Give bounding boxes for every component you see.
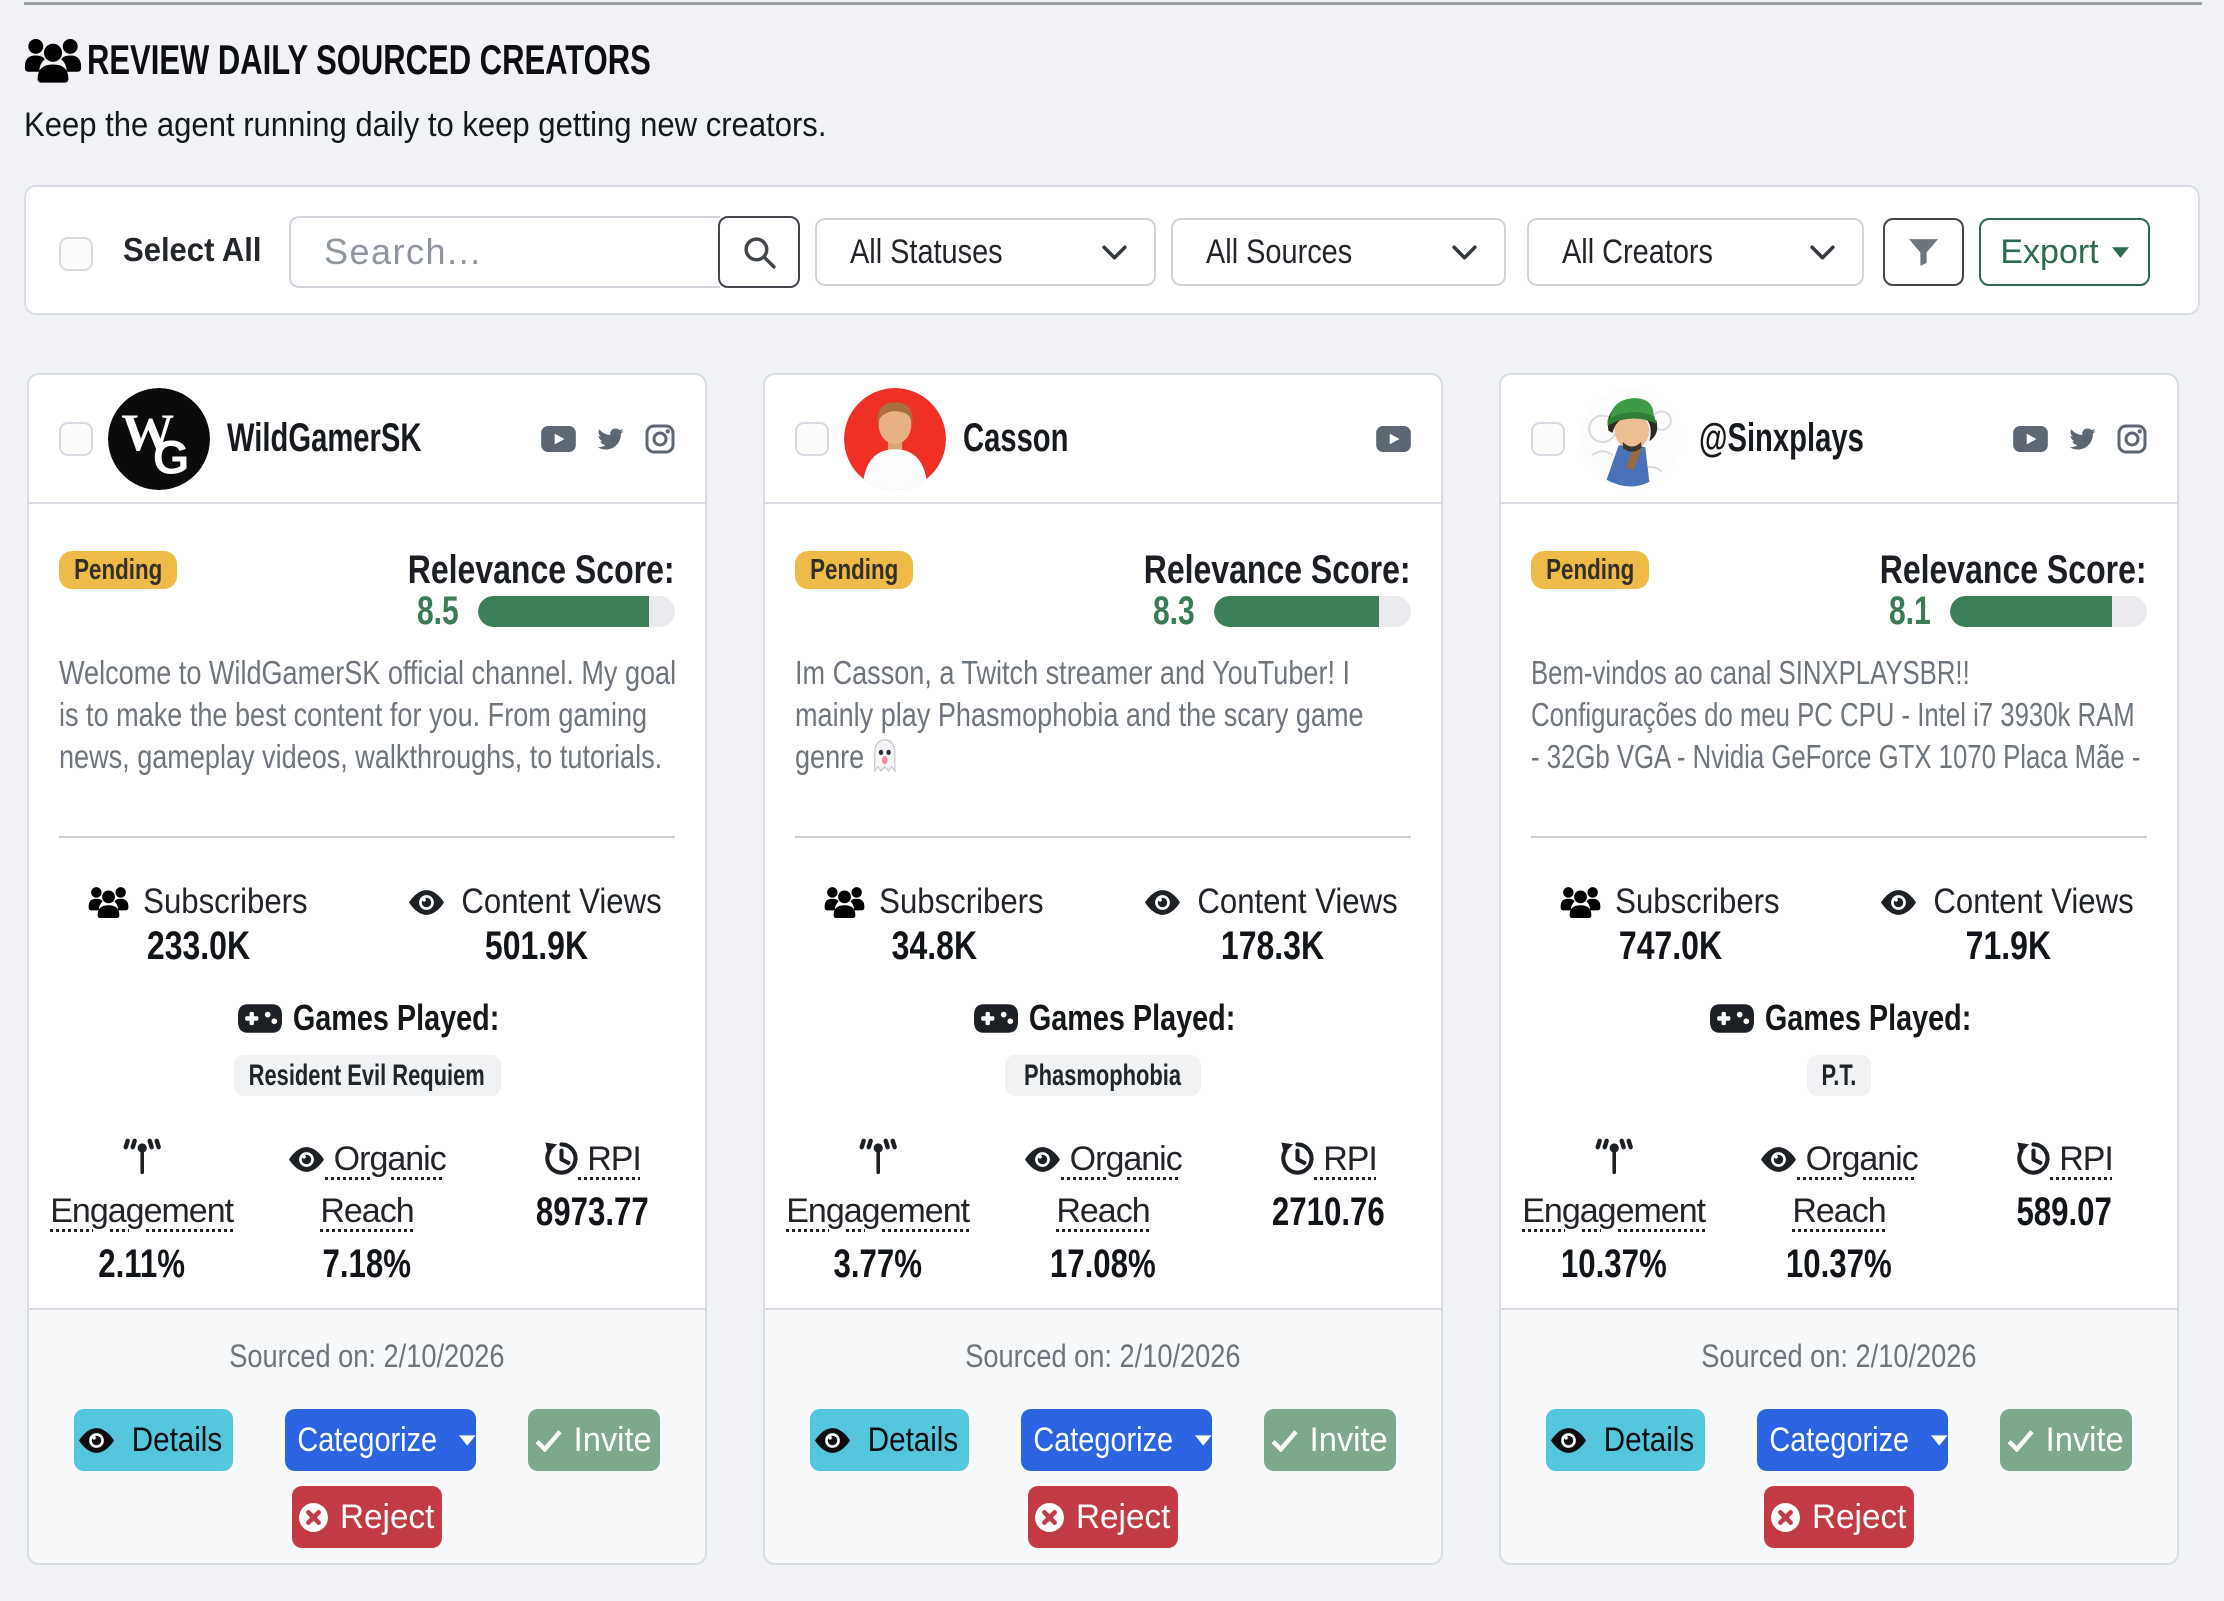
svg-text:W: W [121,404,174,462]
svg-text:G: G [153,431,190,483]
